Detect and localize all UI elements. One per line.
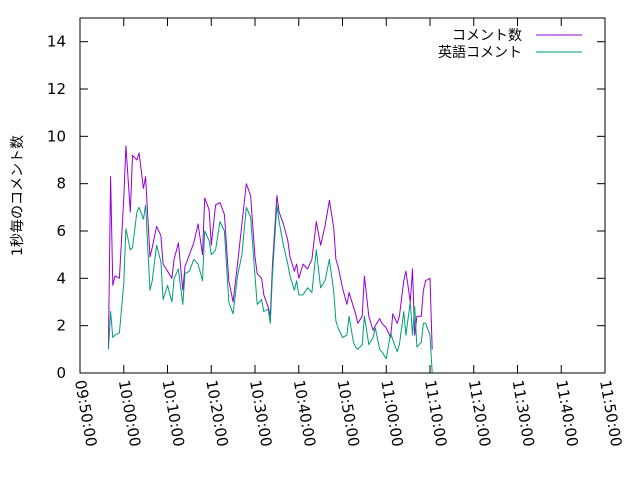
y-axis: 0 2 4 6 8 10 12 14 — [47, 33, 605, 382]
y-tick-label: 2 — [56, 317, 66, 335]
x-tick-label: 11:20:00 — [465, 379, 494, 448]
y-tick-label: 14 — [47, 33, 66, 51]
x-tick-label: 10:40:00 — [290, 379, 319, 448]
x-tick-label: 11:30:00 — [509, 379, 538, 448]
x-tick-label: 10:50:00 — [334, 379, 363, 448]
y-tick-label: 12 — [47, 80, 66, 98]
x-tick-label: 11:10:00 — [421, 379, 450, 448]
plot-frame — [79, 17, 606, 374]
x-tick-label: 10:10:00 — [159, 379, 188, 448]
series-group — [107, 145, 433, 374]
series-line-2 — [107, 204, 433, 374]
x-tick-label: 11:00:00 — [377, 379, 406, 448]
legend-label: 英語コメント — [438, 44, 522, 61]
y-tick-label: 8 — [56, 175, 66, 193]
legend-label: コメント数 — [452, 28, 522, 44]
x-tick-label: 11:50:00 — [596, 379, 625, 448]
x-tick-label: 10:00:00 — [115, 379, 144, 448]
x-tick-label: 09:50:00 — [71, 379, 100, 448]
x-tick-label: 10:30:00 — [246, 379, 275, 448]
y-axis-label: 1秒毎のコメント数 — [10, 135, 26, 256]
y-tick-label: 4 — [56, 269, 66, 287]
y-tick-label: 6 — [56, 222, 66, 240]
x-axis: 09:50:00 10:00:00 10:10:00 10:20:00 10:30:00… — [71, 18, 625, 448]
x-tick-label: 10:20:00 — [202, 379, 231, 448]
series-line-1 — [107, 145, 433, 350]
y-tick-label: 0 — [56, 364, 66, 382]
x-tick-label: 11:40:00 — [552, 379, 581, 448]
y-tick-label: 10 — [47, 127, 66, 145]
